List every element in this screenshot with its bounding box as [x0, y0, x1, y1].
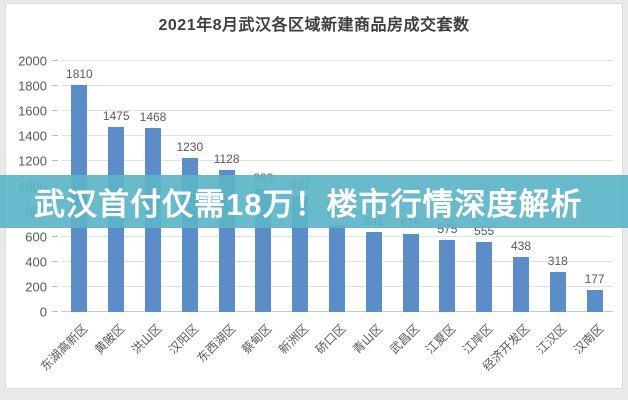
gridline: [61, 135, 613, 137]
gridline: [61, 85, 613, 87]
promo-banner: 武汉首付仅需18万！楼市行情深度解析: [0, 175, 628, 228]
bar-value-label: 1468: [139, 109, 167, 124]
bar-value-label: 1475: [102, 108, 130, 123]
bar: [402, 234, 419, 312]
x-axis-category-label: 黄陂区: [92, 321, 128, 357]
y-axis-tickmark: [52, 60, 58, 61]
y-axis-tickmark: [52, 311, 58, 312]
bar: [586, 289, 603, 312]
y-axis-tickmark: [52, 235, 58, 237]
promo-banner-text: 武汉首付仅需18万！楼市行情深度解析: [34, 187, 583, 222]
x-axis-category-label: 蔡甸区: [239, 321, 275, 357]
x-axis-category-label: 江夏区: [423, 321, 459, 357]
y-axis-tickmark: [52, 260, 58, 262]
y-axis-tick-label: 200: [25, 279, 47, 295]
x-axis-category-label: 江汉区: [533, 321, 570, 357]
bar: [329, 224, 345, 312]
x-axis-category-label: 东西湖区: [194, 321, 238, 366]
x-axis-category-label: 武昌区: [386, 321, 422, 357]
y-axis-tick-label: 0: [39, 304, 47, 320]
y-axis-tickmark: [52, 285, 58, 287]
gridline: [61, 160, 613, 162]
y-axis-tick-label: 1600: [18, 103, 47, 119]
x-axis-category-label: 洪山区: [128, 321, 165, 357]
y-axis-tick-label: 2000: [18, 53, 47, 69]
y-axis-tick-label: 1200: [18, 153, 47, 169]
y-axis-tickmark: [52, 135, 58, 137]
x-axis-category-label: 东湖高新区: [38, 321, 91, 374]
bar-value-label: 438: [510, 239, 532, 254]
x-axis-category-label: 汉南区: [570, 321, 606, 357]
gridline: [61, 60, 613, 61]
x-axis-category-label: 新洲区: [276, 321, 312, 357]
x-axis-category-label: 硚口区: [312, 321, 349, 357]
gridline: [61, 110, 613, 112]
bar-value-label: 177: [584, 271, 605, 286]
bar: [365, 231, 382, 312]
y-axis-tickmark: [52, 110, 58, 112]
chart-title: 2021年8月武汉各区域新建商品房成交套数: [158, 17, 470, 34]
y-axis-tick-label: 600: [25, 229, 47, 245]
bar-value-label: 1810: [66, 66, 93, 81]
bar-value-label: 318: [547, 254, 568, 269]
y-axis-tick-label: 1800: [18, 78, 47, 94]
x-axis-category-label: 青山区: [349, 321, 386, 357]
y-axis-tick-label: 400: [25, 254, 47, 270]
bar: [513, 257, 529, 312]
bar: [476, 242, 493, 312]
bar: [549, 272, 566, 312]
bar-value-label: 1128: [213, 152, 240, 167]
y-axis-tickmark: [52, 160, 58, 162]
bar-value-label: 1230: [176, 139, 204, 154]
y-axis-tick-label: 1400: [18, 128, 47, 144]
y-axis-tickmark: [52, 85, 58, 87]
bar: [439, 239, 456, 312]
